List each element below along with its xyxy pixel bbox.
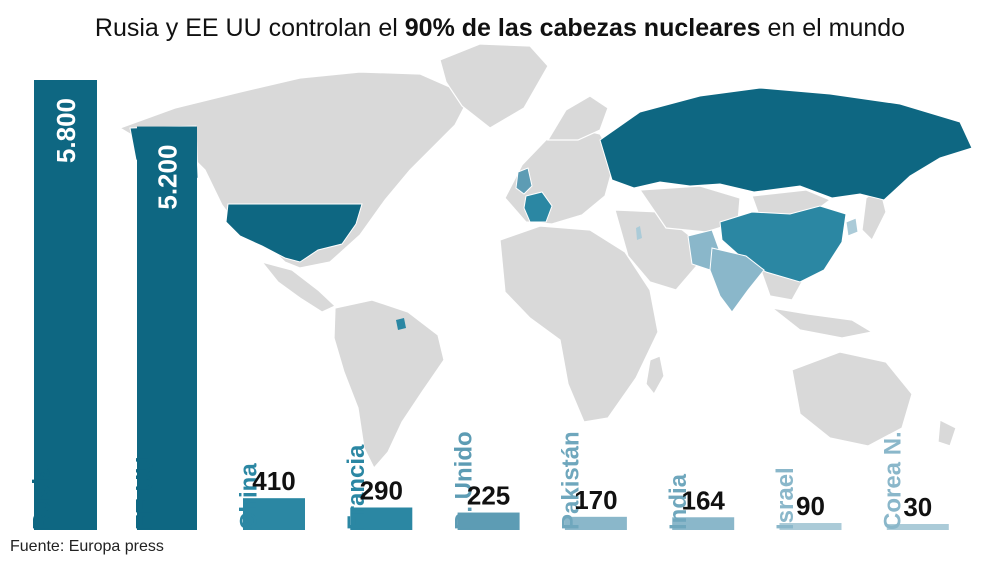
- bar-r-unido: [457, 512, 520, 530]
- map-new-zealand: [937, 419, 957, 447]
- source-note: Fuente: Europa press: [10, 538, 164, 555]
- bar-francia: [350, 507, 413, 530]
- map-greenland: [439, 43, 549, 129]
- map-india: [709, 247, 765, 313]
- map-france: [523, 191, 553, 223]
- map-south-america: [333, 299, 445, 470]
- bar-israel: [779, 523, 842, 530]
- category-label-china: China: [236, 463, 263, 530]
- map-north-america: [118, 71, 471, 269]
- category-label-r-unido: R. Unido: [450, 431, 477, 530]
- bars: [34, 80, 949, 530]
- map-uk: [515, 167, 533, 195]
- value-label-corea-n: 30: [903, 492, 932, 522]
- category-label-ee-uu: EE UU: [132, 457, 159, 530]
- map-indonesia: [771, 307, 874, 339]
- map-africa: [499, 225, 659, 423]
- value-label-r-unido: 225: [467, 481, 510, 511]
- value-label-china: 410: [252, 466, 295, 496]
- bar-pakistan: [564, 516, 627, 530]
- title-part-1: Rusia y EE UU controlan el: [94, 14, 405, 42]
- map-central-america: [260, 260, 337, 313]
- bar-india: [672, 517, 735, 530]
- value-label-francia: 290: [360, 476, 403, 506]
- title-emphasis: 90% de las cabezas nucleares: [404, 14, 761, 42]
- category-label-rusia: Rusia: [29, 464, 56, 530]
- category-label-corea-n: Corea N.: [879, 431, 906, 530]
- value-label-ee-uu: 5.200: [152, 145, 182, 210]
- map-russia: [599, 87, 973, 201]
- value-label-pakistan: 170: [574, 485, 617, 515]
- map-israel: [636, 226, 642, 240]
- category-label-israel: Israel: [772, 467, 799, 530]
- map-australia: [791, 351, 913, 447]
- category-label-india: India: [665, 473, 692, 530]
- map-french-guiana: [396, 318, 406, 330]
- title-part-2: en el mundo: [760, 14, 906, 42]
- map-usa: [225, 203, 363, 263]
- category-label-pakistan: Pakistán: [558, 431, 585, 530]
- value-label-rusia: 5.800: [51, 98, 81, 163]
- bar-china: [243, 498, 305, 530]
- map-madagascar: [645, 355, 665, 396]
- category-label-francia: Francia: [343, 444, 370, 530]
- bar-rusia: [34, 80, 97, 530]
- chart-title: Rusia y EE UU controlan el 90% de las ca…: [0, 14, 1000, 43]
- bar-ee-uu: [137, 126, 197, 530]
- map-north-korea: [845, 217, 859, 237]
- map-scandinavia: [546, 95, 609, 141]
- value-label-india: 164: [682, 485, 726, 515]
- value-label-israel: 90: [796, 491, 825, 521]
- world-map: [118, 43, 973, 470]
- bar-corea-n: [886, 524, 949, 530]
